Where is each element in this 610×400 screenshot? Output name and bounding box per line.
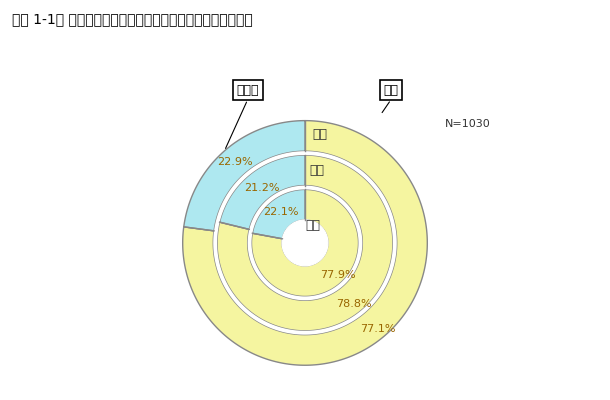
Text: 女性: 女性 xyxy=(313,128,328,140)
Text: いいえ: いいえ xyxy=(237,84,259,96)
Text: 全体: 全体 xyxy=(305,219,320,232)
Text: はい: はい xyxy=(384,84,398,96)
Polygon shape xyxy=(182,121,428,365)
Text: 21.2%: 21.2% xyxy=(244,183,280,193)
Polygon shape xyxy=(184,121,305,231)
Text: 22.1%: 22.1% xyxy=(263,207,298,217)
Text: N=1030: N=1030 xyxy=(445,120,490,130)
Text: 78.8%: 78.8% xyxy=(336,299,371,309)
Text: 77.9%: 77.9% xyxy=(320,270,356,280)
Text: 男性: 男性 xyxy=(309,164,324,177)
Polygon shape xyxy=(217,155,393,331)
Polygon shape xyxy=(248,186,362,300)
Polygon shape xyxy=(251,190,359,296)
Text: 【図 1-1】 外食の際、店選びで失敗したことがありますか？: 【図 1-1】 外食の際、店選びで失敗したことがありますか？ xyxy=(12,12,253,26)
Polygon shape xyxy=(214,151,396,335)
Polygon shape xyxy=(253,190,305,239)
Circle shape xyxy=(282,220,328,266)
Text: 77.1%: 77.1% xyxy=(360,324,395,334)
Polygon shape xyxy=(220,155,305,229)
Text: 22.9%: 22.9% xyxy=(217,158,253,168)
